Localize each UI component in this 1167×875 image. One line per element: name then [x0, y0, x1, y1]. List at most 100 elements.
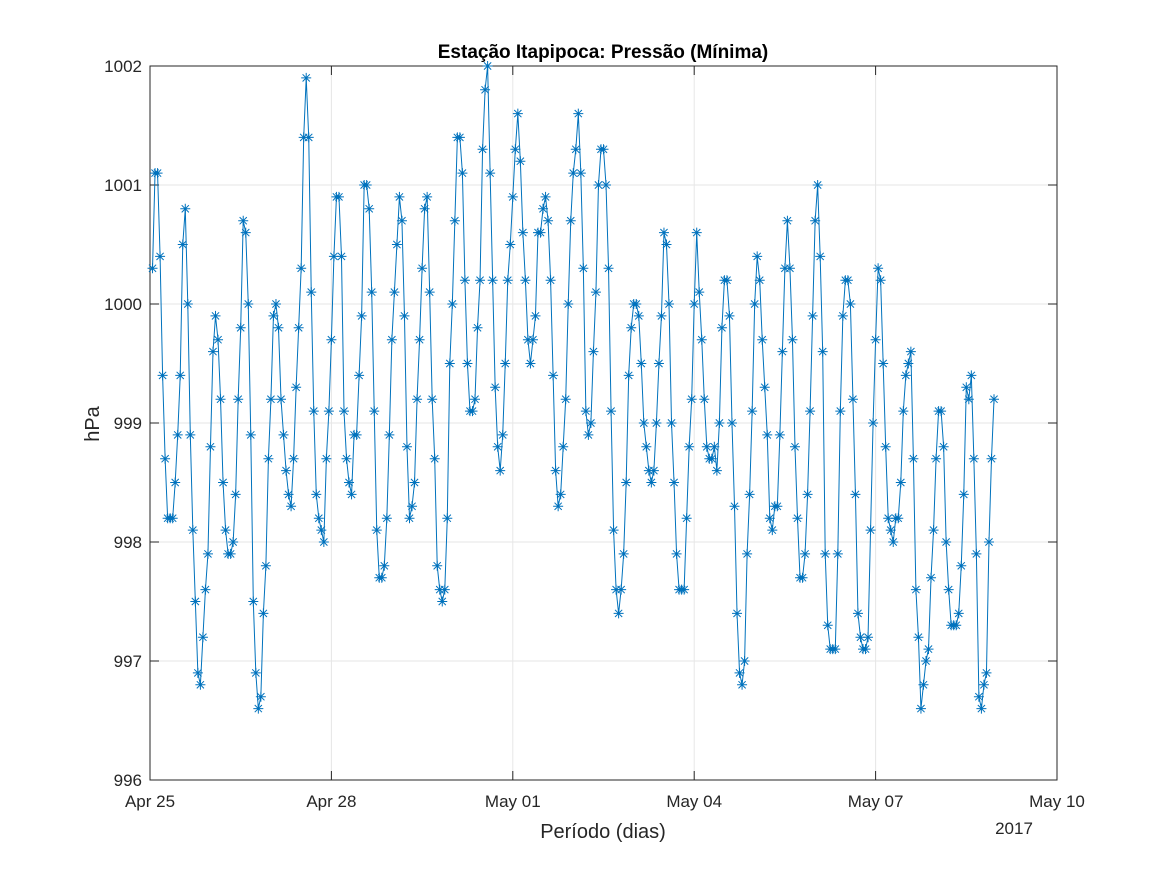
- data-point-marker: [389, 287, 400, 298]
- data-point-marker: [732, 608, 743, 619]
- data-point-marker: [278, 429, 289, 440]
- data-point-marker: [356, 310, 367, 321]
- data-point-marker: [472, 322, 483, 333]
- data-point-marker: [691, 227, 702, 238]
- data-point-marker: [459, 275, 470, 286]
- x-tick-label: May 04: [666, 792, 722, 811]
- y-tick-label: 996: [114, 771, 142, 790]
- data-point-marker: [447, 299, 458, 309]
- data-point-marker: [233, 394, 244, 405]
- data-point-marker: [681, 513, 692, 524]
- data-point-marker: [757, 334, 768, 345]
- data-point-marker: [689, 299, 700, 309]
- data-point-marker: [172, 429, 183, 440]
- data-point-marker: [361, 180, 372, 190]
- data-point-marker: [507, 191, 518, 202]
- data-point-marker: [354, 370, 365, 381]
- data-point-marker: [953, 608, 964, 619]
- data-point-marker: [784, 263, 795, 274]
- data-point-marker: [863, 632, 874, 643]
- data-point-marker: [973, 691, 984, 702]
- data-point-marker: [409, 477, 420, 488]
- data-point-marker: [845, 299, 856, 309]
- y-tick-label: 997: [114, 652, 142, 671]
- data-point-marker: [989, 394, 1000, 405]
- data-point-marker: [855, 632, 866, 643]
- data-point-marker: [593, 180, 604, 190]
- data-point-marker: [522, 334, 533, 345]
- data-point-marker: [386, 334, 397, 345]
- data-point-marker: [376, 572, 387, 583]
- data-point-marker: [321, 453, 332, 464]
- data-point-marker: [185, 429, 196, 440]
- data-point-marker: [228, 537, 239, 547]
- data-point-marker: [407, 501, 418, 512]
- data-point-marker: [905, 346, 916, 357]
- data-point-marker: [601, 180, 612, 190]
- data-point-marker: [805, 406, 816, 417]
- data-point-marker: [424, 287, 435, 298]
- data-point-marker: [709, 441, 720, 452]
- data-point-marker: [316, 525, 327, 536]
- data-point-marker: [832, 548, 843, 559]
- data-point-marker: [764, 513, 775, 524]
- data-point-marker: [963, 394, 974, 405]
- data-point-marker: [812, 180, 823, 190]
- data-point-marker: [842, 275, 853, 286]
- x-tick-label: May 01: [485, 792, 541, 811]
- data-point-marker: [920, 656, 931, 666]
- data-point-marker: [384, 429, 395, 440]
- data-point-marker: [260, 560, 271, 571]
- x-tick-label: Apr 28: [306, 792, 356, 811]
- data-point-marker: [422, 191, 433, 202]
- data-point-marker: [608, 525, 619, 536]
- data-point-marker: [437, 596, 448, 607]
- data-point-marker: [971, 548, 982, 559]
- data-point-marker: [638, 418, 649, 428]
- data-point-marker: [326, 334, 337, 345]
- data-point-marker: [737, 679, 748, 690]
- data-point-marker: [651, 418, 662, 428]
- data-point-marker: [454, 132, 465, 143]
- data-point-marker: [177, 239, 188, 250]
- data-point-marker: [457, 168, 468, 179]
- data-point-marker: [802, 489, 813, 500]
- data-point-marker: [540, 191, 551, 202]
- data-point-marker: [590, 287, 601, 298]
- x-tick-label: May 07: [848, 792, 904, 811]
- data-point-marker: [923, 644, 934, 655]
- data-point-marker: [908, 453, 919, 464]
- data-point-marker: [623, 370, 634, 381]
- data-point-marker: [444, 358, 455, 369]
- data-point-marker: [815, 251, 826, 262]
- data-point-marker: [195, 679, 206, 690]
- data-point-marker: [636, 358, 647, 369]
- data-point-marker: [328, 251, 339, 262]
- data-point-marker: [978, 679, 989, 690]
- data-point-marker: [515, 156, 526, 167]
- data-point-marker: [800, 548, 811, 559]
- y-axis-title: hPa: [82, 405, 104, 441]
- data-point-marker: [837, 310, 848, 321]
- data-point-marker: [961, 382, 972, 393]
- data-point-marker: [951, 620, 962, 631]
- data-point-marker: [847, 394, 858, 405]
- data-point-marker: [462, 358, 473, 369]
- data-point-marker: [414, 334, 425, 345]
- data-point-marker: [167, 513, 178, 524]
- data-point-marker: [613, 608, 624, 619]
- data-point-marker: [255, 691, 266, 702]
- data-point-marker: [391, 239, 402, 250]
- data-point-marker: [981, 667, 992, 678]
- data-point-marker: [535, 227, 546, 238]
- data-point-marker: [716, 322, 727, 333]
- data-point-marker: [296, 263, 307, 274]
- data-point-marker: [986, 453, 997, 464]
- data-point-marker: [243, 299, 254, 309]
- data-point-marker: [205, 441, 216, 452]
- data-point-marker: [661, 239, 672, 250]
- data-point-marker: [253, 703, 264, 714]
- data-point-marker: [202, 548, 213, 559]
- data-point-marker: [820, 548, 831, 559]
- data-point-marker: [931, 453, 942, 464]
